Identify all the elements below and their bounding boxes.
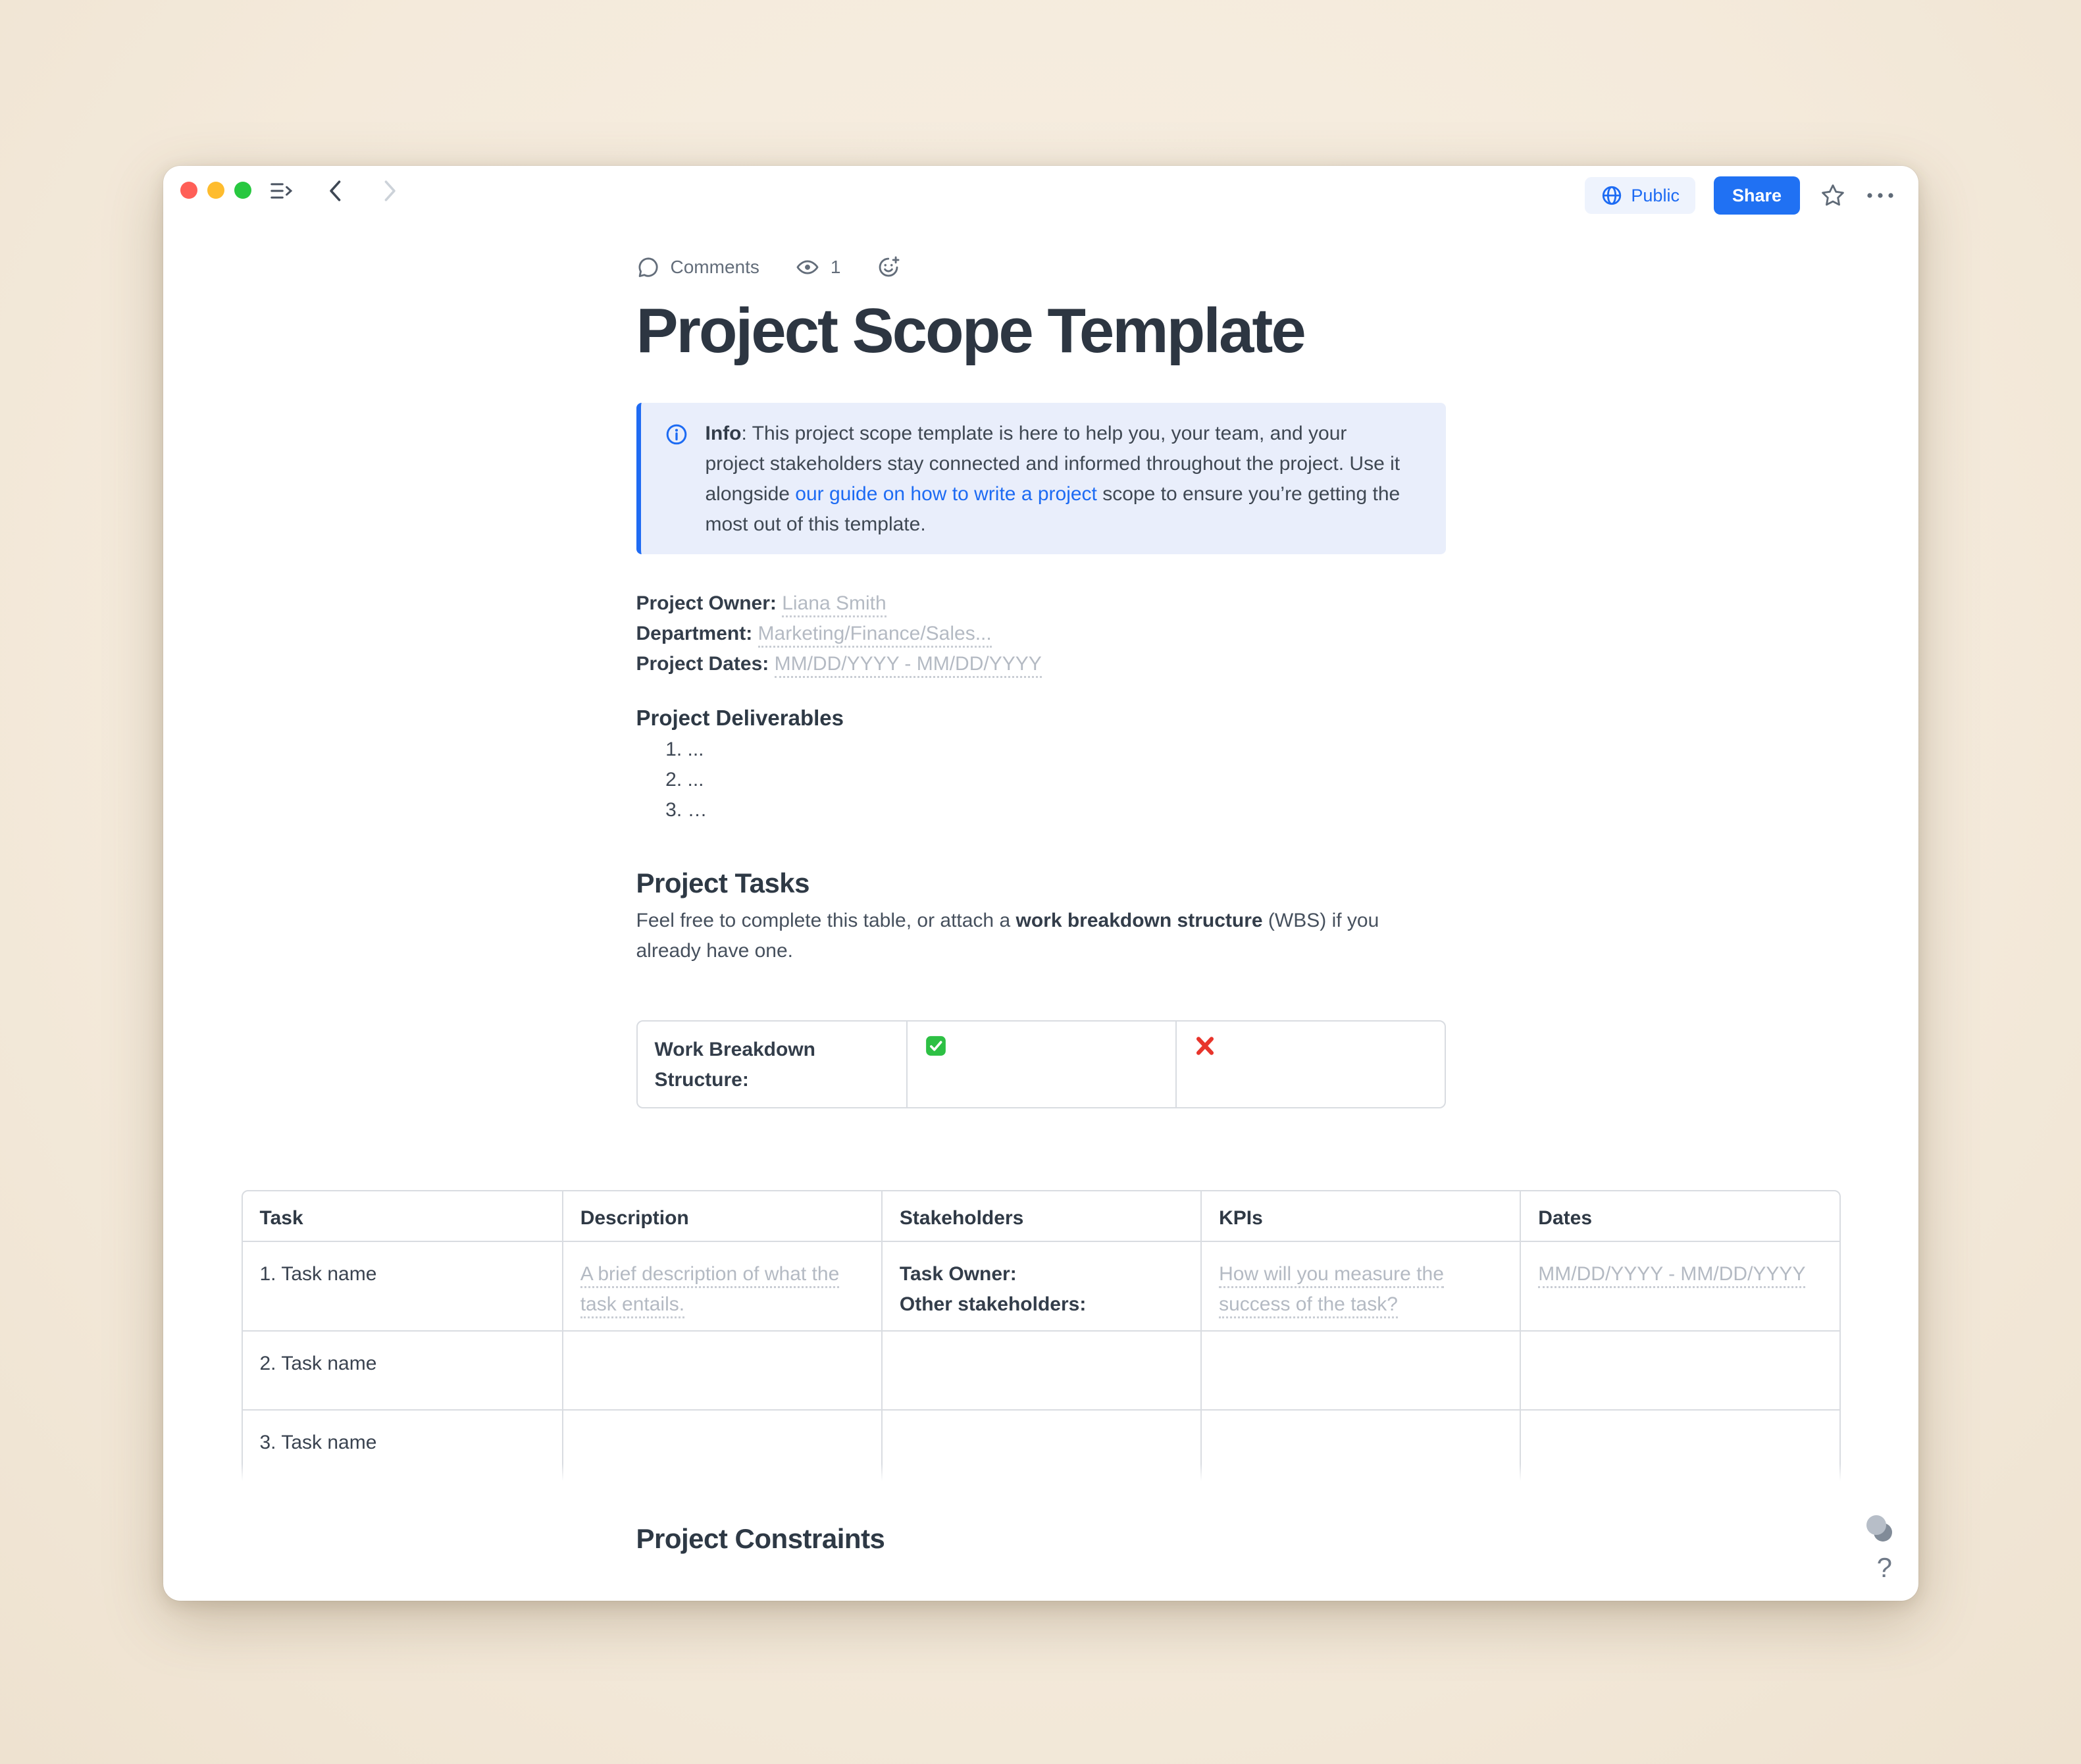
- field-label: Project Owner:: [636, 592, 777, 614]
- list-item: …: [688, 795, 1446, 825]
- tasks-table: Task Description Stakeholders KPIs Dates…: [241, 1190, 1841, 1481]
- field-project-owner: Project Owner: Liana Smith: [636, 588, 1446, 619]
- wbs-table: Work Breakdown Structure:: [636, 1020, 1446, 1108]
- wbs-no-cell[interactable]: [1175, 1022, 1445, 1107]
- back-icon[interactable]: [322, 178, 349, 204]
- column-header-description: Description: [561, 1191, 881, 1241]
- department-placeholder[interactable]: Marketing/Finance/Sales...: [758, 623, 992, 648]
- table-cell-kpis[interactable]: [1200, 1409, 1520, 1481]
- table-cell-kpis[interactable]: How will you measure the success of the …: [1200, 1241, 1520, 1330]
- guide-link[interactable]: our guide on how to write a project: [795, 483, 1097, 505]
- column-header-dates: Dates: [1520, 1191, 1839, 1241]
- table-cell-dates[interactable]: [1520, 1409, 1839, 1481]
- table-cell-task[interactable]: 1. Task name: [242, 1241, 562, 1330]
- forward-icon[interactable]: [376, 178, 403, 204]
- titlebar: Public Share: [163, 166, 1918, 229]
- task-owner-label: Task Owner:: [899, 1263, 1017, 1285]
- field-label: Project Dates:: [636, 653, 769, 675]
- constraints-heading: Project Constraints: [636, 1523, 885, 1554]
- deliverables-heading: Project Deliverables: [636, 706, 844, 730]
- list-item: ...: [688, 765, 1446, 795]
- comments-bar: Comments 1: [636, 253, 1446, 282]
- project-dates-placeholder[interactable]: MM/DD/YYYY - MM/DD/YYYY: [774, 653, 1042, 678]
- field-project-dates: Project Dates: MM/DD/YYYY - MM/DD/YYYY: [636, 649, 1446, 679]
- project-fields: Project Owner: Liana Smith Department: M…: [636, 588, 1446, 679]
- public-badge[interactable]: Public: [1585, 177, 1695, 214]
- public-label: Public: [1631, 185, 1680, 205]
- minimize-window-button[interactable]: [207, 182, 224, 199]
- field-department: Department: Marketing/Finance/Sales...: [636, 619, 1446, 649]
- tasks-heading: Project Tasks: [636, 868, 810, 898]
- comment-bubble-icon[interactable]: [636, 255, 660, 279]
- document-canvas: Comments 1: [163, 229, 1918, 1601]
- page-title: Project Scope Template: [636, 296, 1306, 366]
- list-item: ...: [688, 735, 1446, 765]
- table-cell-dates[interactable]: [1520, 1330, 1839, 1409]
- table-cell-kpis[interactable]: [1200, 1330, 1520, 1409]
- callout-label: Info: [705, 423, 742, 444]
- ellipsis-icon[interactable]: [1866, 181, 1895, 210]
- column-header-task: Task: [259, 1207, 303, 1229]
- info-callout: Info: This project scope template is her…: [636, 403, 1446, 554]
- callout-body-2: scope to ensure you’re getting the most …: [705, 483, 1400, 535]
- wbs-label-cell[interactable]: Work Breakdown Structure:: [654, 1039, 816, 1091]
- app-window: Public Share: [163, 166, 1918, 1601]
- deliverables-list: ... ... …: [636, 735, 1446, 825]
- red-cross-emoji: [1194, 1035, 1427, 1057]
- table-cell-task[interactable]: 3. Task name: [242, 1409, 562, 1481]
- column-header-stakeholders: Stakeholders: [881, 1191, 1200, 1241]
- share-button[interactable]: Share: [1713, 176, 1800, 215]
- globe-icon: [1601, 184, 1623, 207]
- star-icon[interactable]: [1818, 181, 1847, 210]
- kpis-placeholder[interactable]: How will you measure the success of the …: [1219, 1263, 1444, 1318]
- presence-cursor-icon[interactable]: [1861, 1510, 1900, 1549]
- info-icon: [665, 419, 688, 540]
- sidebar-toggle-icon[interactable]: [269, 178, 295, 204]
- close-window-button[interactable]: [180, 182, 197, 199]
- tasks-intro: Feel free to complete this table, or att…: [636, 906, 1446, 966]
- table-clip-fade: [241, 1464, 1841, 1481]
- table-cell-stakeholders[interactable]: [881, 1330, 1201, 1409]
- topbar-actions: Public Share: [1585, 176, 1895, 215]
- callout-body-1: : This project scope template is here to…: [705, 423, 1400, 505]
- table-cell-description[interactable]: A brief description of what the task ent…: [561, 1241, 881, 1330]
- table-cell-description[interactable]: [561, 1409, 881, 1481]
- description-placeholder[interactable]: A brief description of what the task ent…: [580, 1263, 840, 1318]
- intro-text: (WBS) if you already have one.: [636, 910, 1379, 962]
- other-stakeholders-label: Other stakeholders:: [899, 1293, 1087, 1315]
- table-cell-stakeholders[interactable]: [881, 1409, 1201, 1481]
- table-cell-description[interactable]: [561, 1330, 881, 1409]
- table-cell-dates[interactable]: MM/DD/YYYY - MM/DD/YYYY: [1520, 1241, 1839, 1330]
- eye-icon[interactable]: [795, 255, 820, 280]
- window-controls: [180, 182, 251, 199]
- project-owner-placeholder[interactable]: Liana Smith: [782, 592, 886, 617]
- callout-text: Info: This project scope template is her…: [706, 419, 1409, 540]
- wbs-yes-cell[interactable]: [906, 1022, 1175, 1107]
- add-reaction-icon[interactable]: [876, 255, 901, 280]
- table-cell-stakeholders[interactable]: Task Owner: Other stakeholders:: [881, 1241, 1201, 1330]
- intro-text: Feel free to complete this table, or att…: [636, 910, 1016, 931]
- help-button[interactable]: ?: [1876, 1552, 1892, 1583]
- field-label: Department:: [636, 623, 753, 644]
- column-header-kpis: KPIs: [1200, 1191, 1520, 1241]
- view-count: 1: [830, 257, 841, 277]
- nav-controls: [269, 178, 403, 204]
- dates-placeholder[interactable]: MM/DD/YYYY - MM/DD/YYYY: [1538, 1263, 1806, 1288]
- comments-label[interactable]: Comments: [670, 257, 759, 277]
- table-cell-task[interactable]: 2. Task name: [242, 1330, 562, 1409]
- zoom-window-button[interactable]: [234, 182, 251, 199]
- intro-bold-text: work breakdown structure: [1015, 910, 1263, 931]
- green-check-emoji: [925, 1035, 1158, 1057]
- tasks-table-container: Task Description Stakeholders KPIs Dates…: [241, 1190, 1841, 1481]
